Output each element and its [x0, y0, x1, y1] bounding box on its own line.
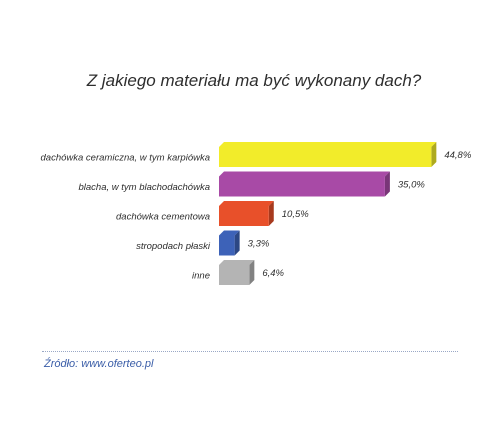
bar — [219, 206, 269, 226]
bars-layer: dachówka ceramiczna, w tym karpiówka 44,8… — [41, 142, 472, 285]
bar-top-face — [219, 171, 390, 177]
bar-top-face — [219, 230, 240, 236]
source-divider — [42, 351, 458, 352]
bar — [219, 147, 432, 167]
value-label: 6,4% — [262, 268, 284, 279]
bar — [219, 265, 250, 285]
bar-side-face — [268, 201, 274, 226]
category-label: dachówka cementowa — [116, 212, 210, 223]
value-label: 3,3% — [248, 239, 270, 250]
bar-group: blacha, w tym blachodachówka 35,0% — [79, 171, 425, 197]
chart-title: Z jakiego materiału ma być wykonany dach… — [86, 71, 422, 90]
bar-side-face — [234, 230, 240, 256]
bar-top-face — [219, 142, 437, 147]
category-label: blacha, w tym blachodachówka — [79, 182, 211, 193]
bar-top-face — [219, 201, 274, 206]
category-label: stropodach płaski — [136, 241, 211, 252]
value-label: 10,5% — [282, 209, 309, 220]
bar-group: dachówka ceramiczna, w tym karpiówka 44,8… — [41, 142, 472, 167]
bar — [219, 176, 385, 197]
bar — [219, 235, 235, 256]
bar-group: dachówka cementowa 10,5% — [116, 201, 309, 226]
bar-group: stropodach płaski 3,3% — [136, 230, 270, 256]
category-label: inne — [192, 271, 210, 282]
bar-side-face — [249, 260, 255, 285]
bar-side-face — [431, 142, 437, 167]
value-label: 35,0% — [398, 180, 425, 191]
bar-side-face — [384, 171, 390, 197]
bar-group: inne 6,4% — [192, 260, 285, 285]
value-label: 44,8% — [444, 150, 471, 161]
category-label: dachówka ceramiczna, w tym karpiówka — [41, 153, 210, 164]
bar-top-face — [219, 260, 255, 265]
source-note: Źródło: www.oferteo.pl — [44, 358, 154, 370]
